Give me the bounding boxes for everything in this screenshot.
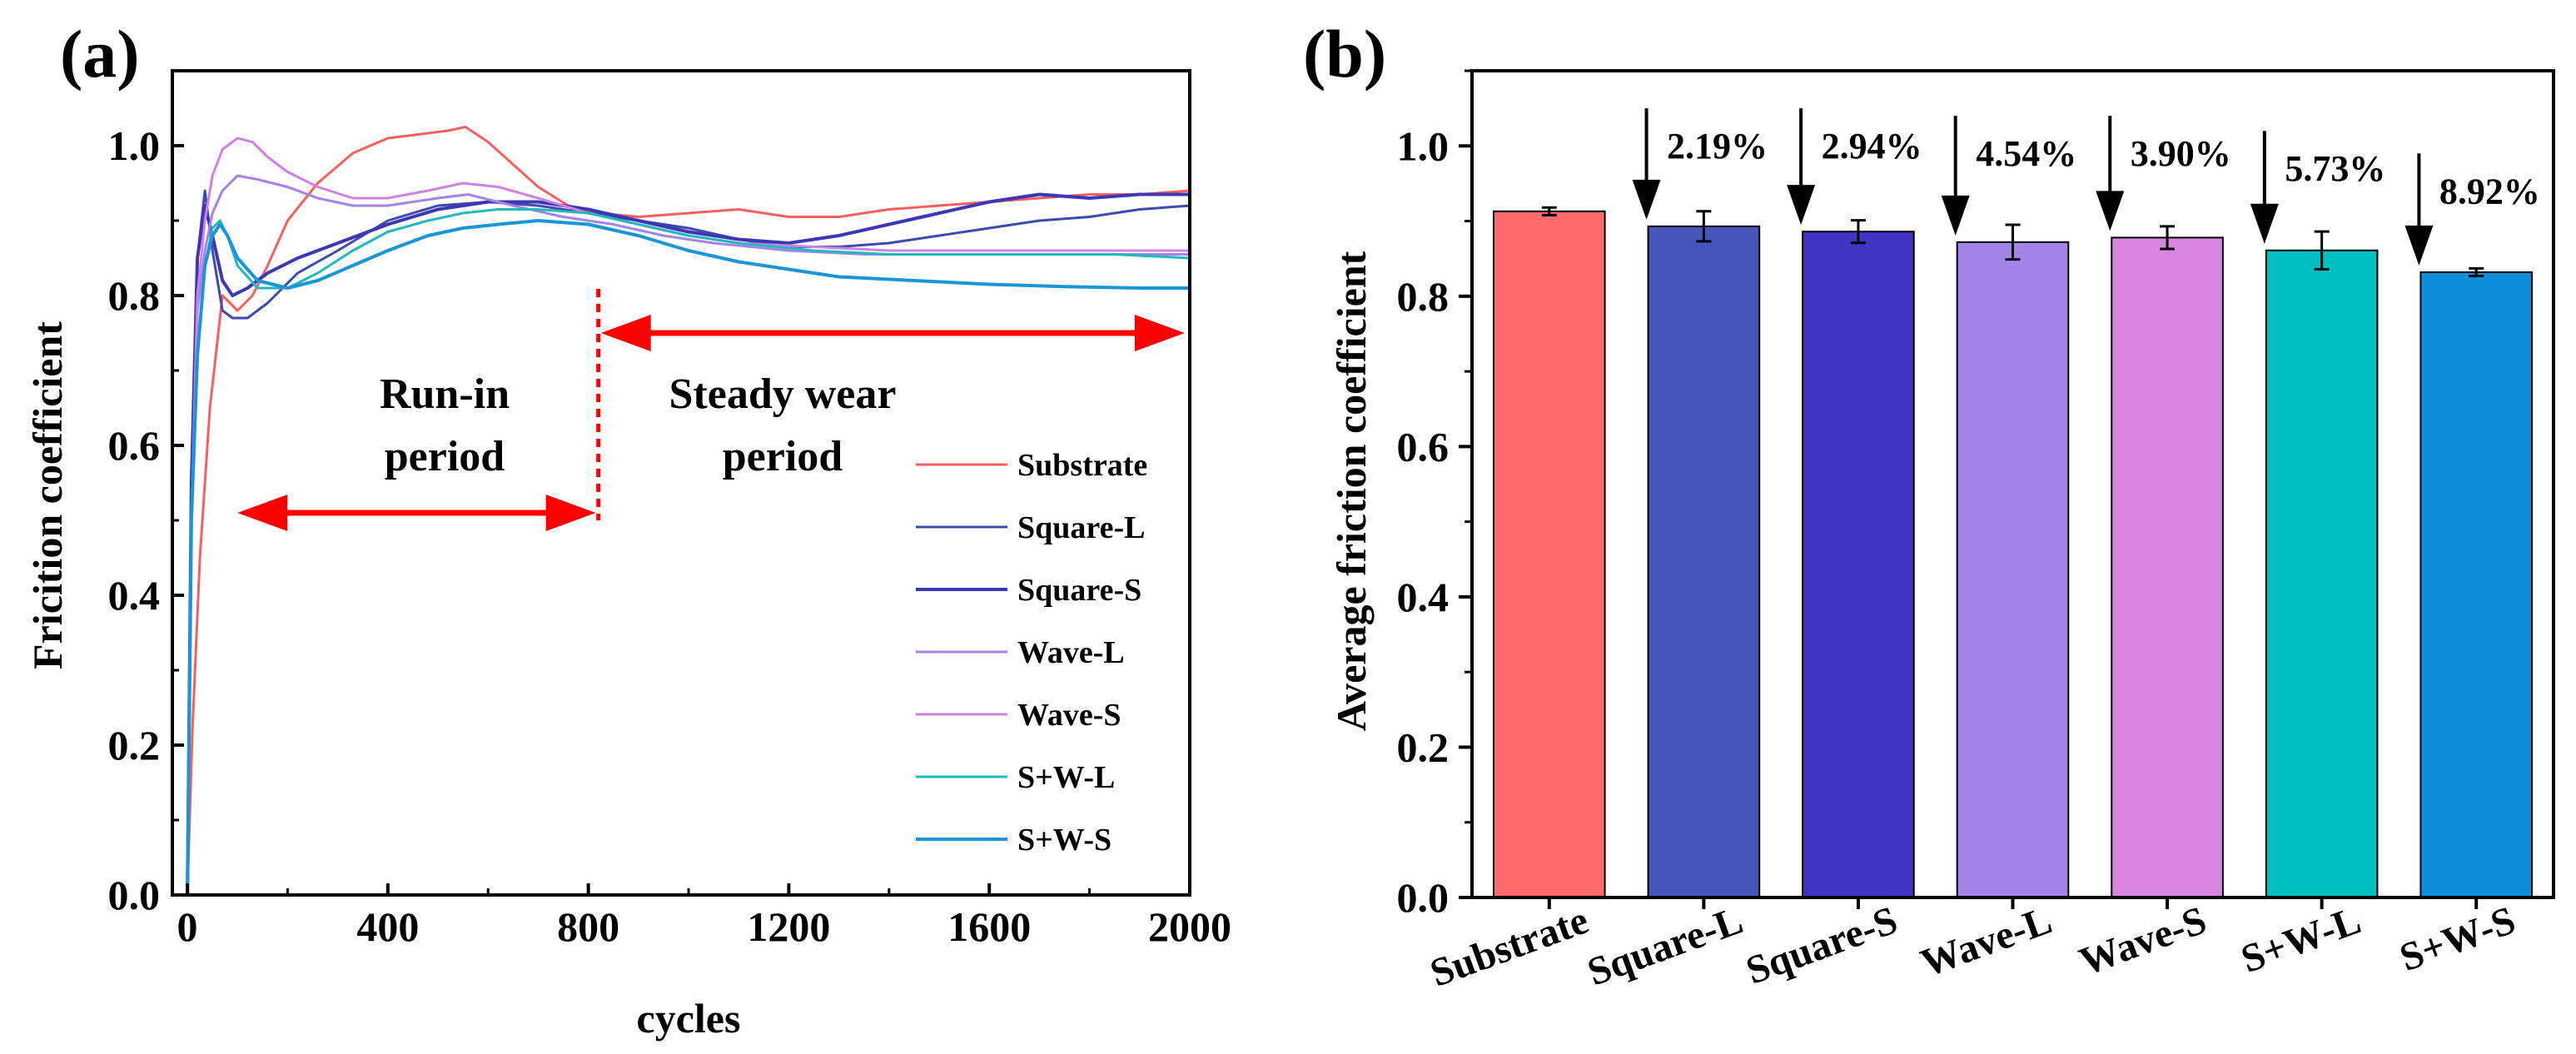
x-tick-label: 2000 <box>1148 903 1231 950</box>
y-tick-label: 0.4 <box>108 572 161 619</box>
y-tick-label: 0.8 <box>1397 273 1450 320</box>
category-label: Wave-L <box>1915 898 2057 986</box>
panel-b-ylabel: Average friction coefficient <box>1328 251 1375 731</box>
panel-a-legend: Substrate Square-L Square-S Wave-L Wave-S S+W… <box>916 448 1147 858</box>
reduction-arrow-head <box>2250 203 2279 244</box>
y-tick-label: 0.6 <box>1397 423 1450 470</box>
bar-wave-l <box>1956 241 2070 898</box>
panel-b-axes: 0.0 0.2 0.4 0.6 0.8 1.0 <box>1397 69 2555 921</box>
legend-label: S+W-S <box>1017 823 1111 858</box>
legend-label: Wave-S <box>1017 698 1121 733</box>
runin-arrow-head-left <box>237 495 288 531</box>
bar-square-l <box>1647 225 1761 898</box>
y-tick-label: 1.0 <box>108 122 161 169</box>
y-tick-label: 0.8 <box>108 272 161 319</box>
reduction-arrow-head <box>1941 195 1970 236</box>
x-tick-label: 0 <box>177 903 198 950</box>
reduction-label: 2.94% <box>1822 126 1922 167</box>
steady-arrow-head-right <box>1135 315 1185 351</box>
reduction-arrow-head <box>2404 225 2434 266</box>
runin-label-line1: Run-in <box>380 370 510 418</box>
legend-label: S+W-L <box>1017 760 1115 795</box>
y-tick-label: 0.0 <box>108 872 161 918</box>
reduction-label: 5.73% <box>2285 148 2385 189</box>
category-label: Substrate <box>1425 898 1594 996</box>
category-label: Wave-S <box>2074 898 2212 985</box>
panel-b-bars: Substrate 2.19% Square-L 2.94% Square-S 4.54%… <box>1425 108 2540 996</box>
steady-label-line2: period <box>723 433 843 480</box>
steady-arrow-head-left <box>600 315 651 351</box>
series-line-substrate <box>186 126 1191 896</box>
panel-a-xlabel: cycles <box>637 995 741 1042</box>
category-label: S+W-L <box>2235 898 2366 982</box>
legend-label: Wave-L <box>1017 635 1125 670</box>
y-tick-label: 0.2 <box>108 722 161 768</box>
y-tick-label: 1.0 <box>1397 122 1450 169</box>
category-label: Square-L <box>1582 898 1748 995</box>
series-line-wave-s <box>186 137 1190 896</box>
panel-a-frame <box>171 69 1191 897</box>
x-tick-label: 800 <box>557 903 619 950</box>
bar-s-w-l <box>2265 249 2379 898</box>
reduction-label: 3.90% <box>2131 133 2231 174</box>
reduction-label: 4.54% <box>1976 133 2076 174</box>
reduction-label: 2.19% <box>1667 126 1768 167</box>
panel-a-annotations: Run-in period Steady wear period <box>237 289 1185 531</box>
y-tick-label: 0.2 <box>1397 723 1450 770</box>
y-tick-label: 0.4 <box>1397 574 1450 620</box>
category-label: Square-S <box>1740 898 1902 993</box>
steady-label-line1: Steady wear <box>669 370 897 418</box>
panel-a-series-layer <box>186 126 1191 896</box>
reduction-arrow-head <box>2096 191 2125 231</box>
reduction-arrow-head <box>1632 179 1661 220</box>
y-tick-label: 0.6 <box>108 422 161 469</box>
legend-label: Square-L <box>1017 510 1145 545</box>
series-line-square-l <box>186 189 1191 896</box>
panel-a-ylabel: Fricition coefficient <box>24 321 71 669</box>
panel-b-label: (b) <box>1303 16 1386 92</box>
legend-label: Substrate <box>1017 448 1147 483</box>
x-tick-label: 1600 <box>947 903 1031 950</box>
bar-s-w-s <box>2419 271 2534 898</box>
x-tick-label: 400 <box>356 903 419 950</box>
bar-substrate <box>1492 210 1606 898</box>
panel-a-axes: 0 400 800 1200 1600 2000 0.0 0.2 0.4 0.6 0.8 1.0 <box>108 69 1231 950</box>
bar-square-s <box>1802 231 1915 898</box>
panel-a-label: (a) <box>60 16 140 92</box>
runin-arrow-head-right <box>545 495 596 531</box>
runin-label-line2: period <box>385 433 505 480</box>
series-line-square-s <box>186 192 1190 896</box>
reduction-arrow-head <box>1787 185 1816 226</box>
bar-wave-s <box>2111 236 2224 898</box>
legend-label: Square-S <box>1017 573 1141 608</box>
series-line-s-w-s <box>186 219 1190 896</box>
y-tick-label: 0.0 <box>1397 874 1450 921</box>
panel-a: (a) Run-in period Steady wear period 0 40… <box>24 16 1231 1042</box>
category-label: S+W-S <box>2394 898 2521 981</box>
x-tick-label: 1200 <box>747 903 830 950</box>
reduction-label: 8.92% <box>2439 171 2540 211</box>
series-line-s-w-l <box>186 208 1191 896</box>
panel-b: (b) Substrate 2.19% Square-L 2.94% Square-S 4… <box>1303 16 2555 996</box>
